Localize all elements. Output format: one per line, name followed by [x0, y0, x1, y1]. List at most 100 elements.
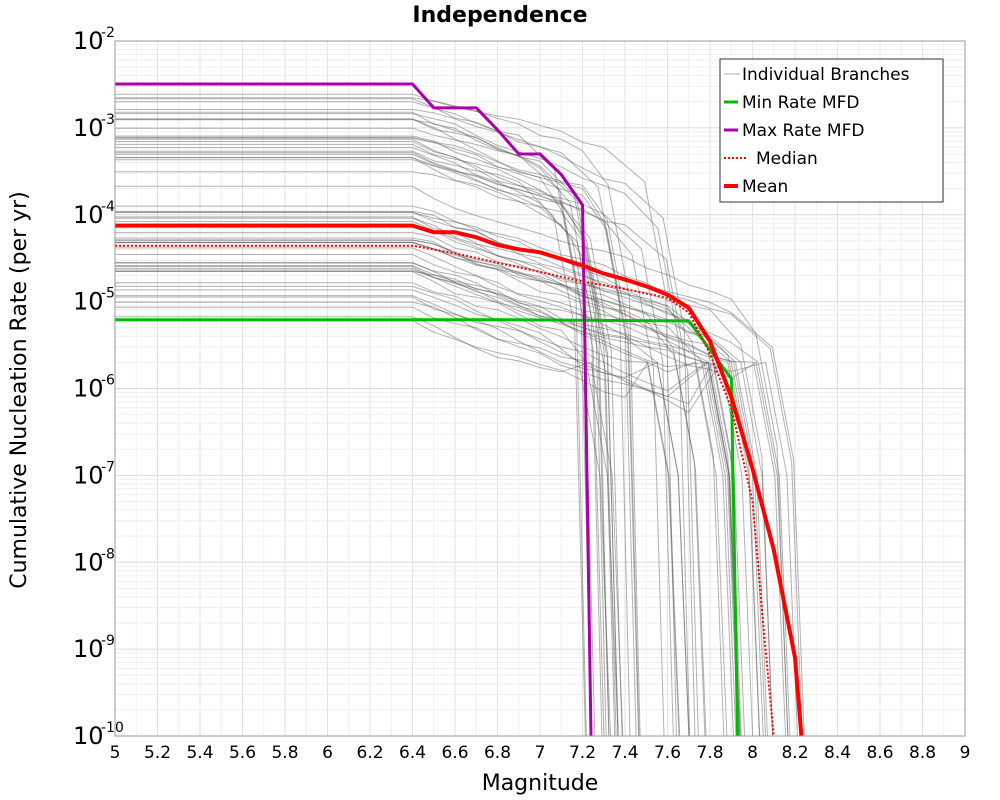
branch-line: [115, 262, 728, 737]
branch-line: [115, 271, 760, 737]
branch-line: [115, 152, 623, 737]
y-tick-base: 10: [73, 375, 104, 403]
branch-line: [115, 282, 680, 737]
series-line-max-rate-mfd: [115, 82, 593, 737]
x-tick-label: 8: [747, 743, 758, 763]
y-axis-label: Cumulative Nucleation Rate (per yr): [7, 191, 32, 589]
branch-line: [115, 101, 696, 737]
legend-label: Median: [756, 149, 818, 169]
branch-line: [115, 113, 691, 737]
x-tick-label: 8.6: [866, 743, 893, 763]
y-tick-exponent: -4: [101, 199, 115, 215]
branch-line: [115, 153, 619, 737]
y-tick-exponent: -3: [101, 112, 115, 128]
series-line-median: [115, 244, 775, 737]
branch-line: [115, 109, 631, 737]
y-tick-base: 10: [73, 722, 104, 750]
branch-line: [115, 242, 786, 737]
y-tick-exponent: -2: [101, 25, 115, 41]
x-tick-label: 5.4: [186, 743, 213, 763]
branch-line: [115, 205, 803, 737]
branch-line: [115, 150, 586, 737]
x-tick-label: 6.2: [356, 743, 383, 763]
y-tick-label: 10-8: [73, 546, 115, 576]
y-tick-base: 10: [73, 461, 104, 489]
x-tick-label: 7.6: [654, 743, 681, 763]
branch-line: [115, 296, 741, 737]
y-tick-exponent: -8: [101, 546, 115, 562]
branch-line: [115, 232, 725, 737]
branch-line: [115, 247, 766, 737]
branch-line: [115, 97, 677, 737]
branch-line: [115, 295, 739, 737]
y-tick-label: 10-2: [73, 25, 115, 55]
branch-line: [115, 135, 596, 737]
x-tick-label: 8.4: [824, 743, 851, 763]
main-series: [115, 82, 804, 737]
branch-line: [115, 265, 737, 737]
legend-label: Max Rate MFD: [742, 121, 864, 141]
branch-line: [115, 185, 789, 737]
y-tick-exponent: -7: [101, 459, 115, 475]
y-tick-base: 10: [73, 635, 104, 663]
y-tick-base: 10: [73, 27, 104, 55]
legend-label: Min Rate MFD: [742, 93, 860, 113]
branch-line: [115, 261, 798, 737]
branch-line: [115, 269, 741, 737]
branch-line: [115, 320, 681, 737]
y-tick-exponent: -9: [101, 633, 115, 649]
plot-frame: [114, 40, 966, 737]
legend-label: Individual Branches: [742, 65, 910, 85]
y-tick-base: 10: [73, 201, 104, 229]
y-tick-base: 10: [73, 288, 104, 316]
branch-line: [115, 157, 617, 737]
branch-line: [115, 254, 741, 737]
y-tick-label: 10-10: [73, 720, 124, 750]
y-tick-base: 10: [73, 114, 104, 142]
x-tick-label: 5.6: [229, 743, 256, 763]
x-tick-label: 7.2: [569, 743, 596, 763]
branch-line: [115, 239, 707, 737]
branch-line: [115, 93, 641, 737]
y-tick-label: 10-3: [73, 112, 115, 142]
branch-line: [115, 285, 690, 737]
x-axis-label: Magnitude: [482, 771, 599, 796]
x-tick-label: 6.8: [484, 743, 511, 763]
chart-title: Independence: [412, 3, 587, 28]
branch-line: [115, 171, 619, 737]
x-axis-ticks: 5 5.2 5.4 5.6 5.8 6 6.2 6.4 6.6 6.8 7 7.2 7.4 7.6 7.8 8…: [110, 743, 971, 763]
x-tick-label: 8.8: [909, 743, 936, 763]
branch-line: [115, 98, 587, 737]
branch-line: [115, 301, 746, 737]
branch-line: [115, 137, 639, 737]
x-tick-label: 7.4: [611, 743, 638, 763]
x-tick-label: 9: [960, 743, 971, 763]
x-tick-label: 7: [535, 743, 546, 763]
y-axis-ticks: 10-210-310-410-510-610-710-810-910-10: [73, 25, 124, 750]
branch-line: [115, 138, 616, 737]
branch-line: [115, 118, 607, 737]
x-tick-label: 8.2: [781, 743, 808, 763]
branch-line: [115, 316, 624, 737]
y-tick-label: 10-5: [73, 286, 115, 316]
branch-line: [115, 211, 742, 737]
branch-line: [115, 119, 603, 737]
series-line-mean: [115, 223, 804, 737]
y-tick-exponent: -6: [101, 373, 115, 389]
y-tick-label: 10-7: [73, 459, 115, 489]
branch-line: [115, 241, 734, 737]
branch-line: [115, 147, 605, 737]
branch-line: [115, 111, 592, 737]
x-tick-label: 5.2: [144, 743, 171, 763]
x-tick-label: 5: [110, 743, 121, 763]
branch-line: [115, 306, 754, 737]
grid: [114, 41, 966, 737]
legend-label: Mean: [742, 177, 788, 197]
x-tick-label: 6.4: [399, 743, 426, 763]
y-tick-exponent: -10: [101, 720, 124, 736]
branch-line: [115, 143, 665, 737]
branch-line: [115, 137, 640, 737]
branch-line: [115, 157, 699, 737]
x-tick-label: 6.6: [441, 743, 468, 763]
